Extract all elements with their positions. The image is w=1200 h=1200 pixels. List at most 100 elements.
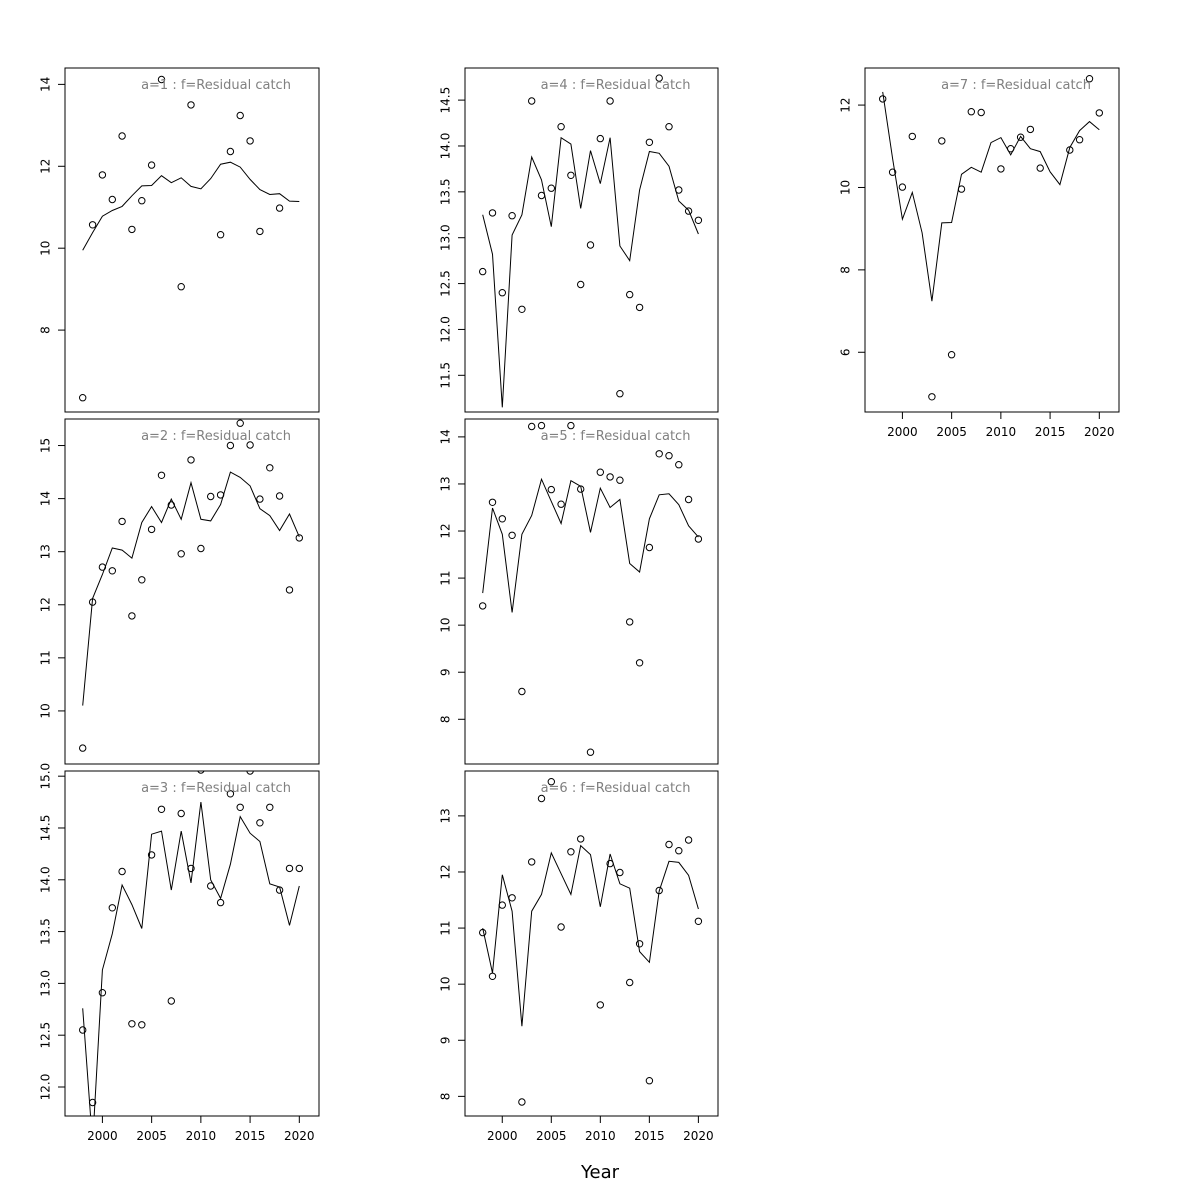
observed-point: [888, 168, 897, 176]
observed-point: [88, 221, 97, 229]
observed-point: [547, 184, 555, 192]
x-tick-label: 2005: [536, 1129, 567, 1143]
observed-point: [187, 101, 195, 109]
panel-3: 12.0 12.5 13.0 13.5 14.0 14.5 15.0 2000 2005 2010…: [39, 763, 320, 1143]
observed-point: [606, 97, 614, 105]
observed-point: [1036, 164, 1044, 172]
observed-point: [967, 108, 975, 116]
model-fit-line: [882, 91, 1100, 302]
observed-point: [285, 586, 294, 594]
observed-point: [498, 515, 506, 523]
observed-point: [197, 771, 205, 774]
y-tick-label: 10: [39, 241, 53, 256]
y-tick-label: 12: [39, 159, 53, 174]
observed-point: [226, 441, 235, 450]
y-tick-label: 14: [39, 491, 53, 506]
observed-point: [606, 473, 614, 481]
observed-point: [665, 452, 673, 460]
observed-point: [479, 602, 487, 610]
panel-title: a=5 : f=Residual catch: [541, 429, 691, 444]
observed-point: [635, 659, 644, 667]
observed-point: [295, 534, 303, 542]
data-layer: [479, 421, 703, 756]
observed-point: [528, 97, 536, 105]
observed-point: [655, 74, 663, 82]
observed-point: [635, 940, 644, 948]
observed-point: [138, 576, 146, 584]
observed-point: [508, 212, 516, 220]
observed-point: [98, 989, 107, 997]
observed-point: [616, 476, 624, 484]
observed-point: [256, 227, 264, 236]
observed-point: [596, 134, 604, 143]
observed-point: [246, 441, 254, 449]
observed-point: [1026, 125, 1035, 134]
y-tick-label: 11.5: [439, 362, 453, 389]
observed-point: [694, 917, 703, 925]
observed-point: [79, 744, 87, 752]
y-tick-label: 8: [439, 715, 453, 723]
panel-title: a=1 : f=Residual catch: [141, 78, 291, 93]
x-axis-label: Year: [580, 1162, 620, 1183]
y-tick-label: 14: [439, 429, 453, 444]
data-layer: [879, 75, 1104, 401]
x-tick-label: 2015: [235, 1129, 266, 1143]
observed-point: [977, 108, 985, 117]
y-tick-label: 12: [439, 523, 453, 538]
x-tick-label: 2020: [284, 1129, 315, 1143]
observed-point: [177, 550, 185, 558]
y-tick-label: 15: [39, 438, 53, 453]
observed-point: [128, 612, 136, 620]
observed-point: [528, 858, 536, 866]
observed-point: [118, 132, 126, 140]
observed-point: [547, 778, 555, 786]
observed-point: [508, 531, 516, 539]
observed-point: [1075, 136, 1084, 144]
observed-point: [266, 464, 274, 472]
observed-point: [645, 543, 654, 552]
observed-point: [108, 904, 117, 912]
plot-frame: [464, 418, 719, 765]
observed-point: [694, 535, 703, 543]
observed-point: [938, 137, 946, 145]
x-tick-label: 2010: [986, 425, 1017, 439]
x-tick-label: 2000: [87, 1129, 118, 1143]
observed-point: [236, 419, 244, 427]
observed-point: [675, 461, 683, 469]
panel-title: a=4 : f=Residual catch: [541, 78, 691, 93]
y-tick-label: 10: [439, 977, 453, 992]
observed-point: [138, 197, 146, 205]
plot-frame: [464, 770, 719, 1117]
observed-point: [567, 171, 575, 180]
observed-point: [187, 456, 195, 464]
observed-point: [226, 147, 235, 156]
observed-point: [177, 283, 185, 291]
observed-point: [684, 495, 693, 504]
observed-point: [528, 422, 536, 431]
observed-point: [694, 216, 703, 225]
observed-point: [596, 468, 604, 476]
observed-point: [167, 997, 176, 1005]
observed-point: [626, 290, 634, 299]
data-layer: [79, 419, 303, 752]
data-layer: [79, 75, 300, 402]
observed-point: [577, 835, 585, 843]
observed-point: [547, 485, 555, 494]
observed-point: [108, 195, 117, 204]
observed-point: [1095, 109, 1104, 117]
observed-point: [1085, 75, 1094, 83]
y-tick-label: 8: [39, 326, 53, 334]
y-tick-label: 6: [839, 348, 853, 356]
observed-point: [488, 972, 497, 980]
x-tick-label: 2010: [186, 1129, 217, 1143]
observed-point: [898, 183, 907, 191]
observed-point: [635, 303, 644, 312]
observed-point: [266, 803, 274, 811]
y-tick-label: 9: [439, 668, 453, 676]
observed-point: [488, 209, 497, 217]
panel-6: 8 9 10 11 12 13 2000 2005 2010 2015 2020 a=6 : f=Re…: [439, 770, 719, 1143]
plot-frame: [464, 67, 719, 413]
x-tick-label: 2015: [634, 1129, 665, 1143]
data-layer: [79, 771, 303, 1116]
